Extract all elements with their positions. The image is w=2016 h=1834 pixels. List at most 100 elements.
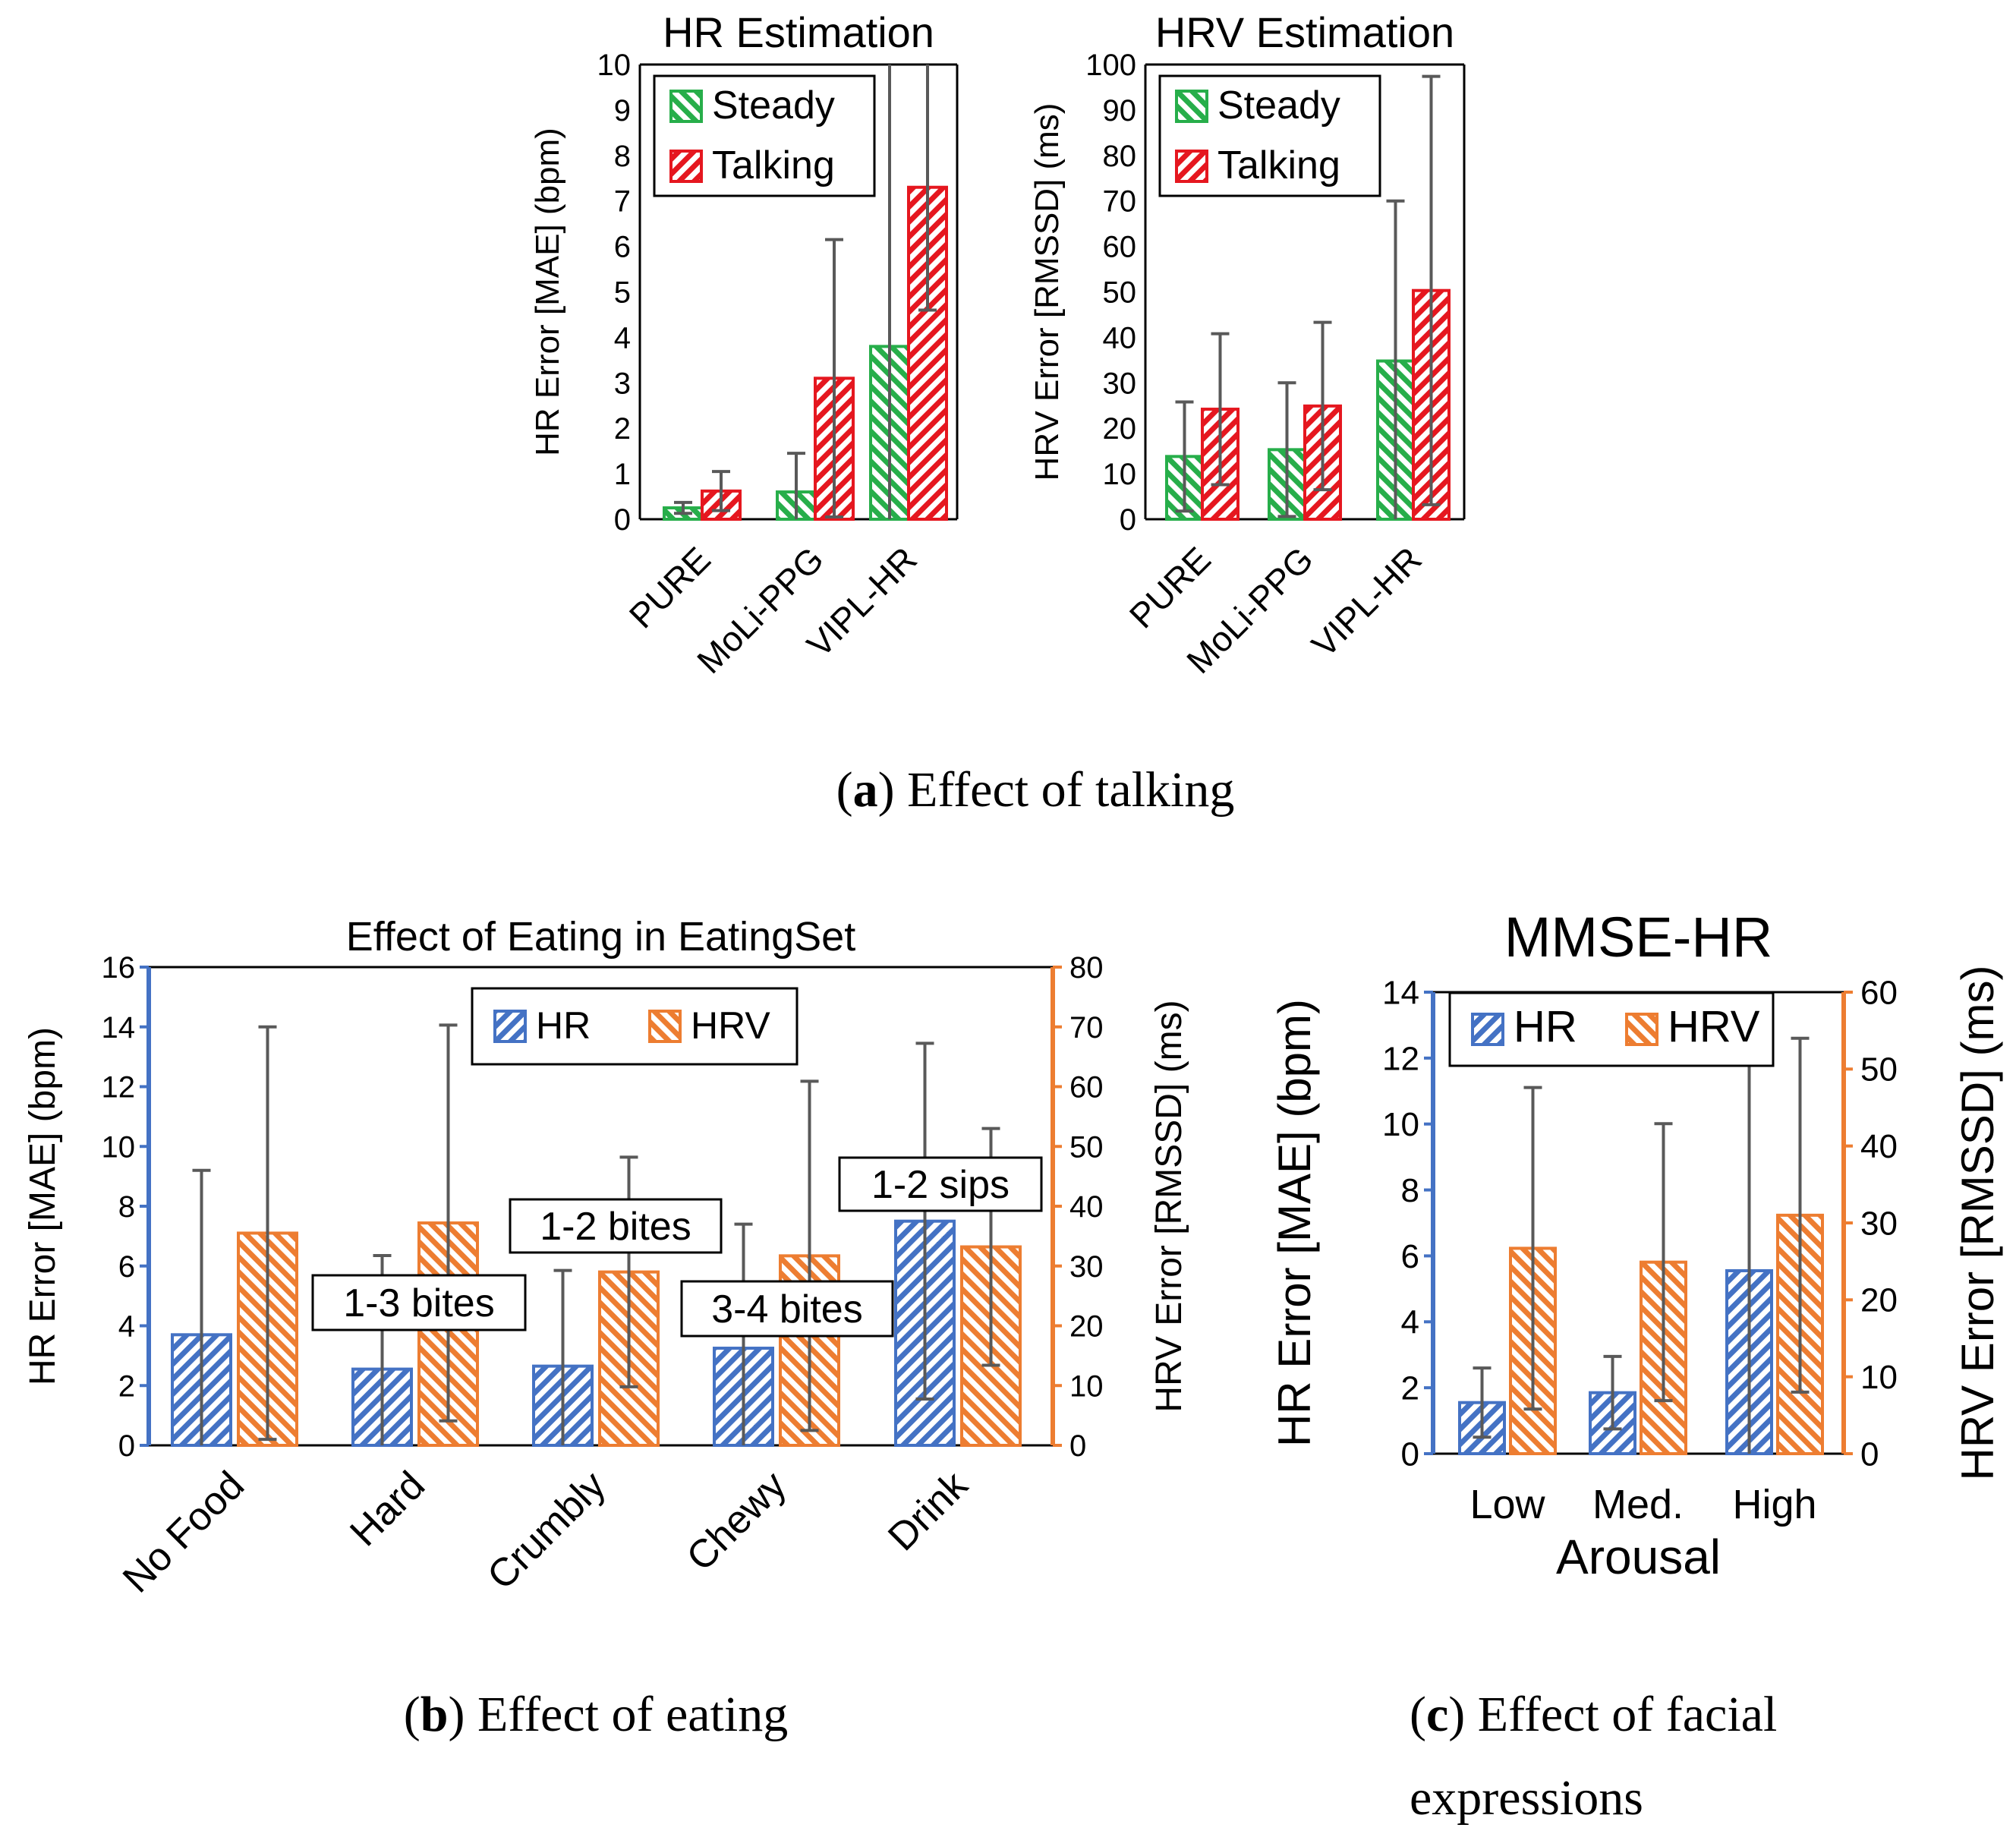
y-tick-label-left: 0 (118, 1429, 135, 1463)
legend-label-hr: HR (1514, 1002, 1577, 1051)
legend-swatch-hrv (648, 1010, 682, 1043)
x-tick-label-hard: Hard (342, 1463, 433, 1555)
y-tick-label-left: 1 (614, 458, 631, 491)
x-tick-label-no-food: No Food (115, 1463, 253, 1601)
caption-c-line2: expressions (1410, 1770, 1643, 1826)
y-tick-label-left: 0 (614, 503, 631, 537)
y-tick-label-left: 30 (1103, 367, 1137, 400)
y-tick-label-right: 10 (1860, 1359, 1898, 1396)
x-axis-label: Arousal (1556, 1530, 1721, 1584)
y-tick-label-right: 10 (1069, 1369, 1104, 1403)
legend-swatch-talking (1175, 150, 1208, 183)
y-tick-label-left: 4 (614, 321, 631, 355)
caption-c-text-line1: Effect of facial (1478, 1687, 1778, 1742)
y-tick-label-left: 5 (614, 276, 631, 310)
legend: Steady Talking (653, 74, 876, 197)
y-tick-label-left: 16 (102, 951, 136, 985)
chart-hr_est: HR Estimation 0 1 2 3 4 5 6 7 8 9 10 HR Error [MAE] … (529, 8, 959, 681)
caption-a: (a) Effect of talking (836, 762, 1235, 818)
y-axis-label-left: HR Error [MAE] (bpm) (1269, 999, 1320, 1447)
x-tick-label-chewy: Chewy (679, 1463, 795, 1579)
y-tick-label-left: 6 (118, 1250, 135, 1284)
x-tick-label-pure: PURE (1122, 539, 1218, 635)
legend-swatch-steady (669, 90, 703, 123)
y-tick-label-left: 9 (614, 94, 631, 128)
annotation-label-1-2-sips: 1-2 sips (871, 1163, 1010, 1207)
caption-a-letter: a (853, 762, 878, 818)
y-axis-label-right: HRV Error [RMSSD] (ms) (1149, 1000, 1189, 1412)
y-tick-label-left: 7 (614, 185, 631, 219)
legend-swatch-hr (493, 1010, 527, 1043)
chart-eating: Effect of Eating in EatingSet 0 2 4 6 8 10 12 14… (23, 914, 1189, 1602)
y-tick-label-left: 70 (1103, 185, 1137, 219)
y-tick-label-right: 30 (1069, 1250, 1104, 1284)
y-tick-label-right: 20 (1860, 1282, 1898, 1319)
y-tick-label-left: 60 (1103, 231, 1137, 264)
legend: HR HRV (1448, 991, 1775, 1067)
y-tick-label-left: 8 (118, 1190, 135, 1224)
caption-b: (b) Effect of eating (404, 1687, 788, 1742)
chart-title: MMSE-HR (1504, 906, 1773, 969)
x-tick-label-vipl-hr: VIPL-HR (1304, 539, 1429, 664)
legend-swatch-steady (1175, 90, 1208, 123)
y-tick-label-left: 90 (1103, 94, 1137, 128)
x-tick-label-low: Low (1469, 1482, 1545, 1527)
legend-swatch-hrv (1625, 1013, 1658, 1046)
y-tick-label-left: 14 (102, 1011, 136, 1045)
y-axis-label-left: HR Error [MAE] (bpm) (23, 1027, 63, 1385)
y-tick-label-left: 2 (118, 1369, 135, 1403)
x-tick-label-high: High (1732, 1482, 1816, 1527)
y-tick-label-right: 0 (1860, 1435, 1879, 1473)
y-tick-label-right: 80 (1069, 951, 1104, 985)
y-tick-label-left: 3 (614, 367, 631, 400)
chart-title: HR Estimation (663, 8, 934, 56)
y-axis-label-right: HRV Error [RMSSD] (ms) (1952, 966, 2003, 1481)
chart-title: Effect of Eating in EatingSet (346, 914, 855, 960)
legend-swatch-hr (1471, 1013, 1504, 1046)
legend-label-steady: Steady (712, 84, 835, 128)
caption-c-line1: (c) Effect of facial (1410, 1687, 1777, 1742)
y-tick-label-left: 12 (102, 1071, 136, 1104)
annotation-box-1-2-sips (838, 1156, 1043, 1212)
y-tick-label-left: 6 (1401, 1238, 1419, 1275)
y-tick-label-left: 10 (1103, 458, 1137, 491)
legend-label-steady: Steady (1217, 84, 1340, 128)
annotation-box-1-3-bites (311, 1274, 527, 1331)
y-tick-label-right: 50 (1069, 1130, 1104, 1164)
legend-label-hrv: HRV (1668, 1002, 1760, 1051)
y-tick-label-right: 40 (1069, 1190, 1104, 1224)
y-axis-label-left: HRV Error [RMSSD] (ms) (1028, 103, 1066, 481)
y-tick-label-left: 50 (1103, 276, 1137, 310)
chart-hrv_est: HRV Estimation 0 10 20 30 40 50 60 70 80 90 100 HRV … (1028, 8, 1466, 681)
annotation-label-1-2-bites: 1-2 bites (540, 1205, 691, 1249)
y-tick-label-left: 2 (614, 412, 631, 446)
y-tick-label-left: 10 (1382, 1106, 1419, 1143)
caption-b-letter: b (421, 1687, 449, 1742)
y-tick-label-left: 6 (614, 231, 631, 264)
y-tick-label-left: 10 (597, 49, 632, 82)
caption-b-text: Effect of eating (477, 1687, 788, 1742)
y-tick-label-left: 100 (1085, 49, 1136, 82)
legend: HR HRV (471, 987, 799, 1066)
caption-a-text: Effect of talking (907, 762, 1234, 818)
caption-c-letter: c (1426, 1687, 1448, 1742)
y-tick-label-left: 8 (614, 140, 631, 173)
y-tick-label-right: 60 (1069, 1071, 1104, 1104)
chart-title: HRV Estimation (1155, 8, 1454, 56)
annotation-label-1-3-bites: 1-3 bites (343, 1281, 494, 1325)
y-tick-label-left: 4 (1401, 1304, 1419, 1341)
y-tick-label-right: 30 (1860, 1205, 1898, 1242)
legend-label-talking: Talking (1217, 143, 1340, 187)
y-tick-label-left: 2 (1401, 1370, 1419, 1407)
y-tick-label-left: 20 (1103, 412, 1137, 446)
y-tick-label-right: 20 (1069, 1310, 1104, 1344)
y-tick-label-left: 40 (1103, 321, 1137, 355)
legend-label-talking: Talking (712, 143, 835, 187)
y-tick-label-left: 4 (118, 1310, 135, 1344)
annotation-box-1-2-bites (509, 1198, 723, 1254)
legend-swatch-talking (669, 150, 703, 183)
y-tick-label-right: 0 (1069, 1429, 1086, 1463)
annotation-label-3-4-bites: 3-4 bites (711, 1287, 862, 1331)
x-tick-label-crumbly: Crumbly (479, 1463, 614, 1598)
